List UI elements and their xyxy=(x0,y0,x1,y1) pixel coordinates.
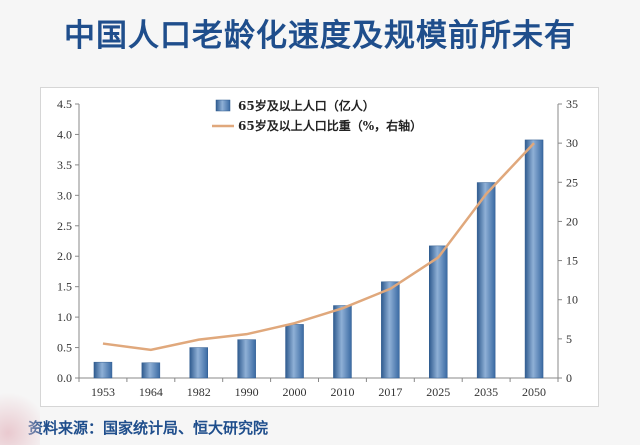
source-note: 资料来源：国家统计局、恒大研究院 xyxy=(28,419,269,437)
right-tick-label: 15 xyxy=(566,254,578,268)
left-tick-label: 4.5 xyxy=(57,97,72,111)
x-tick-label: 2017 xyxy=(378,385,402,399)
right-tick-label: 35 xyxy=(566,97,578,111)
bar xyxy=(141,362,161,379)
bar xyxy=(429,245,448,379)
right-tick-label: 25 xyxy=(566,175,578,189)
right-tick-label: 20 xyxy=(566,214,578,228)
left-tick-label: 2.5 xyxy=(57,219,72,233)
x-tick-label: 1982 xyxy=(187,385,211,399)
left-tick-label: 3.0 xyxy=(57,188,72,202)
x-tick-label: 2025 xyxy=(426,385,450,399)
x-tick-label: 2035 xyxy=(474,385,498,399)
bar xyxy=(524,139,544,379)
page-title: 中国人口老龄化速度及规模前所未有 xyxy=(64,18,576,54)
left-tick-label: 0.5 xyxy=(57,341,72,355)
legend-line-label: 65岁及以上人口比重（%，右轴） xyxy=(238,118,422,133)
legend-bar-label: 65岁及以上人口（亿人） xyxy=(238,98,375,113)
right-tick-label: 10 xyxy=(566,293,578,307)
x-tick-label: 2050 xyxy=(522,385,546,399)
corner-decoration xyxy=(0,385,40,445)
bar xyxy=(189,347,208,379)
x-tick-label: 1953 xyxy=(91,385,115,399)
left-tick-label: 1.5 xyxy=(57,280,72,294)
left-tick-label: 1.0 xyxy=(57,310,72,324)
chart-panel: 0.0 0.5 1.0 1.5 2.0 2.5 3.0 3.5 4.0 4.5 0 5 10 15 20 25… xyxy=(40,87,599,407)
left-tick-label: 4.0 xyxy=(57,127,72,141)
right-tick-label: 30 xyxy=(566,136,578,150)
legend-bar-swatch xyxy=(215,99,231,112)
bar xyxy=(285,324,304,379)
x-tick-label: 1964 xyxy=(139,385,163,399)
x-tick-label: 2000 xyxy=(283,385,307,399)
x-tick-label: 1990 xyxy=(235,385,259,399)
left-tick-label: 3.5 xyxy=(57,158,72,172)
bar xyxy=(93,361,113,379)
right-tick-label: 5 xyxy=(566,332,572,346)
bar xyxy=(476,182,496,379)
right-tick-label: 0 xyxy=(566,371,572,385)
left-tick-label: 2.0 xyxy=(57,249,72,263)
x-tick-label: 2010 xyxy=(330,385,354,399)
combo-chart: 0.00.51.01.52.02.53.03.54.04.50510152025… xyxy=(57,97,578,399)
bar xyxy=(237,339,256,379)
left-tick-label: 0.0 xyxy=(57,371,72,385)
bar xyxy=(381,281,400,379)
bar xyxy=(333,305,352,379)
series-line xyxy=(102,142,535,352)
